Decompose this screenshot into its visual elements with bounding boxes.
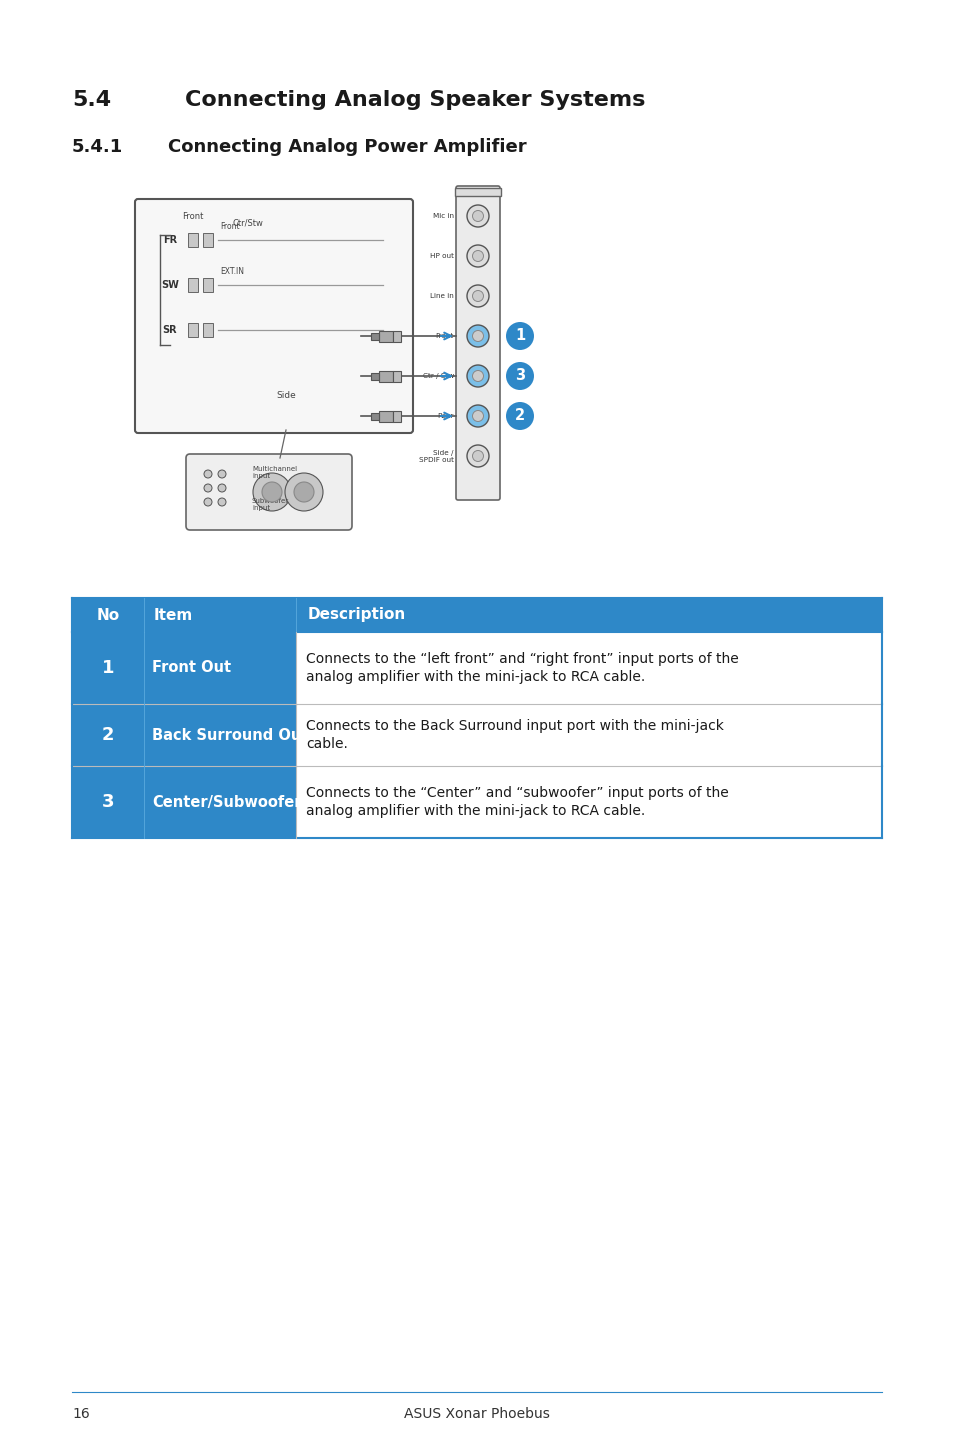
Bar (295, 705, 882, 766)
Circle shape (467, 325, 489, 347)
Circle shape (294, 482, 314, 502)
Circle shape (505, 362, 534, 390)
Text: Connects to the “left front” and “right front” input ports of the: Connects to the “left front” and “right … (306, 651, 738, 666)
Text: Connecting Analog Speaker Systems: Connecting Analog Speaker Systems (185, 91, 644, 109)
Text: 5.4: 5.4 (71, 91, 111, 109)
Text: Front: Front (436, 334, 454, 339)
Text: Connects to the “Center” and “subwoofer” input ports of the: Connects to the “Center” and “subwoofer”… (306, 787, 728, 800)
Text: Description: Description (308, 607, 406, 623)
FancyBboxPatch shape (135, 198, 413, 433)
Text: FR: FR (163, 234, 177, 244)
Circle shape (467, 444, 489, 467)
Circle shape (472, 371, 483, 381)
Bar (188, 324, 198, 336)
Bar (393, 371, 400, 381)
Text: Rear: Rear (437, 413, 454, 418)
Bar (378, 410, 393, 421)
Bar (393, 331, 400, 341)
Text: Line in: Line in (430, 293, 454, 299)
Text: Subwoofer
input: Subwoofer input (252, 498, 289, 510)
Bar (295, 631, 882, 705)
Circle shape (285, 473, 323, 510)
Circle shape (467, 206, 489, 227)
Text: SW: SW (161, 280, 179, 290)
Text: Center/Subwoofer: Center/Subwoofer (152, 795, 301, 810)
Bar (203, 324, 213, 336)
Text: Back Surround Out: Back Surround Out (152, 728, 308, 742)
FancyBboxPatch shape (456, 186, 499, 500)
Bar (203, 278, 213, 292)
Bar (71, 598, 882, 631)
Circle shape (204, 485, 212, 492)
Circle shape (218, 470, 226, 477)
Text: 2: 2 (102, 726, 114, 743)
Bar (371, 332, 378, 339)
Circle shape (472, 210, 483, 221)
FancyBboxPatch shape (186, 454, 352, 531)
Text: 16: 16 (71, 1406, 90, 1421)
Bar (71, 766, 295, 838)
Circle shape (218, 498, 226, 506)
Circle shape (253, 473, 291, 510)
Text: 1: 1 (102, 659, 114, 677)
Bar (455, 188, 500, 196)
Text: Mic in: Mic in (433, 213, 454, 219)
Text: analog amplifier with the mini-jack to RCA cable.: analog amplifier with the mini-jack to R… (306, 670, 644, 684)
Text: analog amplifier with the mini-jack to RCA cable.: analog amplifier with the mini-jack to R… (306, 804, 644, 818)
Text: ASUS Xonar Phoebus: ASUS Xonar Phoebus (404, 1406, 549, 1421)
Text: Ctr/Stw: Ctr/Stw (233, 219, 263, 227)
Circle shape (467, 244, 489, 267)
Text: Item: Item (153, 607, 193, 623)
Text: Ctr / Stw: Ctr / Stw (422, 372, 454, 380)
Text: HP out: HP out (430, 253, 454, 259)
Text: 1: 1 (515, 328, 524, 344)
Circle shape (472, 331, 483, 341)
Bar (71, 631, 295, 705)
Text: Connecting Analog Power Amplifier: Connecting Analog Power Amplifier (168, 138, 526, 155)
Circle shape (467, 285, 489, 306)
Text: Side /
SPDIF out: Side / SPDIF out (418, 450, 454, 463)
Circle shape (472, 450, 483, 462)
Text: cable.: cable. (306, 738, 348, 751)
Circle shape (467, 365, 489, 387)
Text: Connects to the Back Surround input port with the mini-jack: Connects to the Back Surround input port… (306, 719, 723, 733)
Text: 3: 3 (102, 792, 114, 811)
Circle shape (472, 250, 483, 262)
Circle shape (218, 485, 226, 492)
Circle shape (472, 410, 483, 421)
Bar (295, 766, 882, 838)
Circle shape (467, 406, 489, 427)
Circle shape (204, 498, 212, 506)
Circle shape (204, 470, 212, 477)
Text: Front Out: Front Out (152, 660, 231, 676)
Text: Front: Front (220, 221, 239, 232)
Bar (378, 331, 393, 341)
Bar (188, 278, 198, 292)
Text: Front: Front (182, 211, 204, 221)
Text: No: No (96, 607, 119, 623)
Bar (71, 705, 295, 766)
Bar (203, 233, 213, 247)
Bar (378, 371, 393, 381)
Text: 3: 3 (515, 368, 524, 384)
Circle shape (505, 322, 534, 349)
Circle shape (472, 290, 483, 302)
Text: Side: Side (275, 391, 295, 400)
Circle shape (262, 482, 282, 502)
Text: Multichannel
input: Multichannel input (252, 466, 296, 479)
Bar (371, 372, 378, 380)
Bar (371, 413, 378, 420)
Bar (393, 410, 400, 421)
Bar (188, 233, 198, 247)
Circle shape (505, 403, 534, 430)
Text: 2: 2 (515, 408, 524, 424)
Text: EXT.IN: EXT.IN (220, 267, 244, 276)
Text: SR: SR (163, 325, 177, 335)
Text: 5.4.1: 5.4.1 (71, 138, 123, 155)
